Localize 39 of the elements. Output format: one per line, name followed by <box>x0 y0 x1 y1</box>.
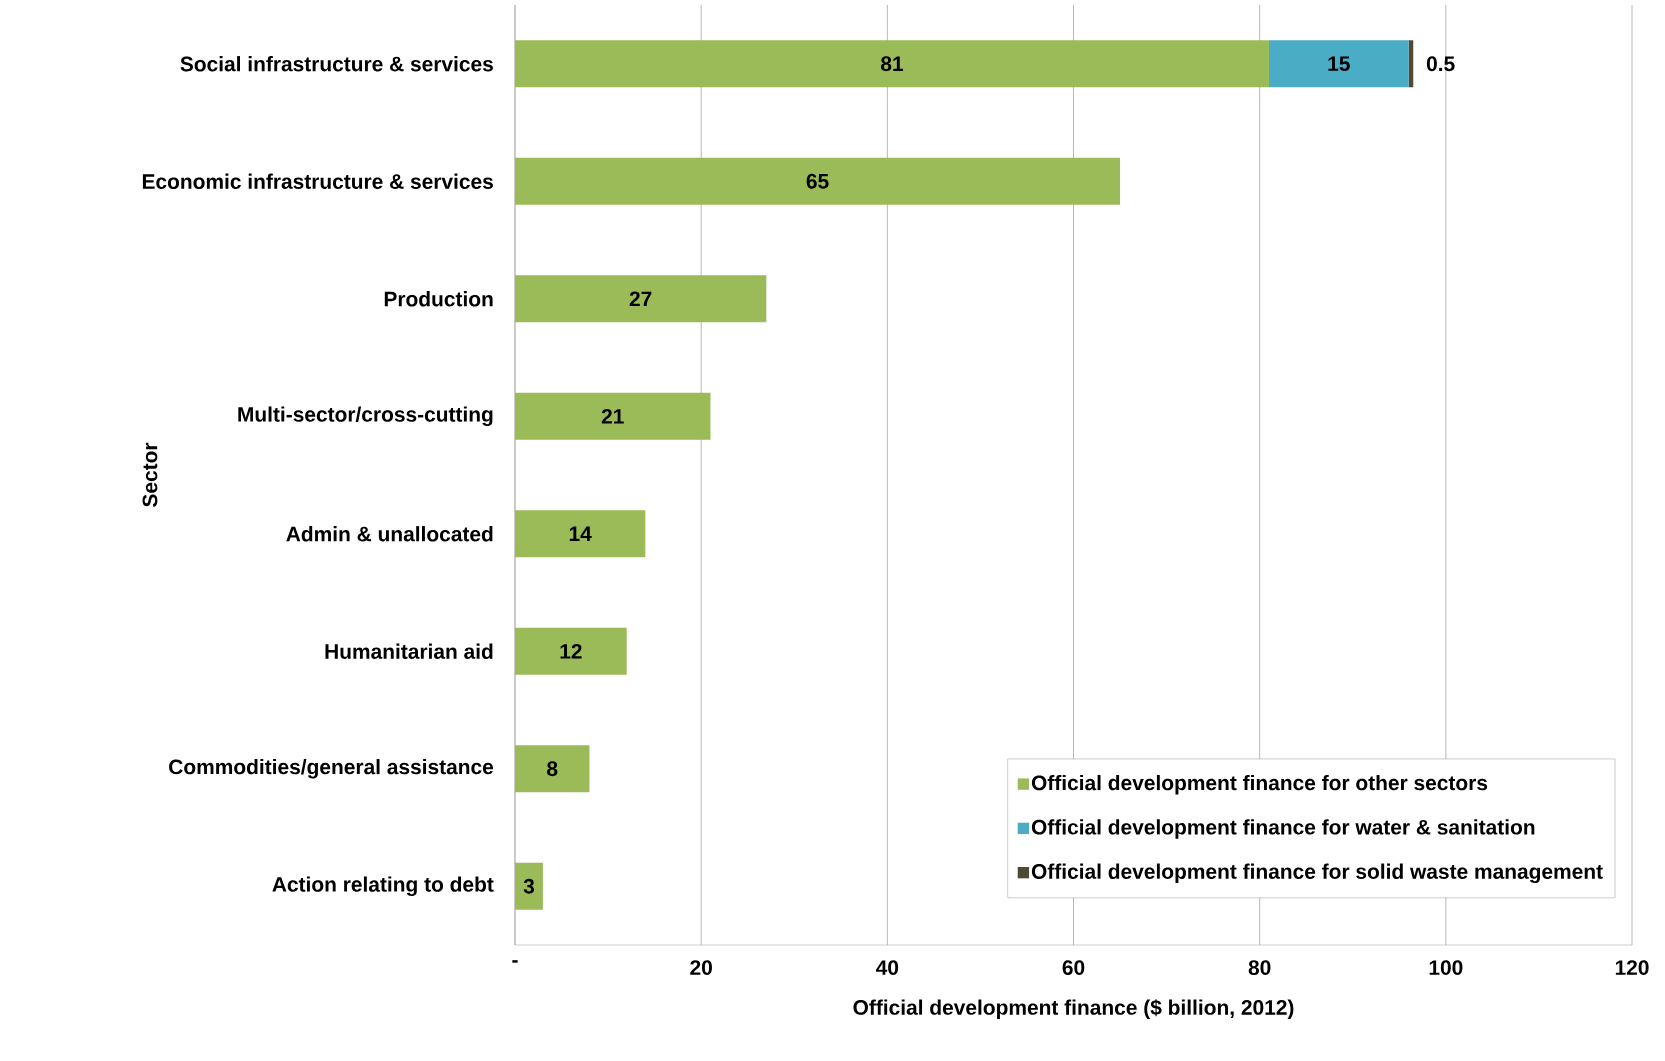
bar <box>515 40 1269 88</box>
bar <box>515 392 711 440</box>
x-tick-label: 100 <box>1429 960 1463 975</box>
x-tick-label: 120 <box>1615 960 1649 975</box>
x-tick-label: 60 <box>1062 960 1085 975</box>
data-label: 0.5 <box>1426 56 1455 72</box>
x-tick-label: - <box>512 960 518 963</box>
y-tick-label: Humanitarian aid <box>325 643 493 659</box>
data-label: 3 <box>523 878 535 894</box>
bar <box>515 157 1121 205</box>
data-label: 14 <box>569 526 592 541</box>
y-axis-title: Sector <box>142 442 158 507</box>
y-tick-label: Commodities/general assistance <box>169 758 494 779</box>
legend-label: Official development finance for other sectors <box>1031 774 1488 795</box>
x-axis-title: Official development finance ($ billion, 2012) <box>853 999 1294 1020</box>
y-tick-label: Multi-sector/cross-cutting <box>238 406 493 427</box>
x-tick-label: 80 <box>1248 960 1271 975</box>
y-tick-label: Production <box>384 291 493 307</box>
legend-label: Official development finance for solid waste management <box>1031 863 1603 884</box>
bar <box>1268 40 1409 88</box>
data-label: 81 <box>881 56 904 72</box>
x-tick-label: 40 <box>876 960 899 975</box>
legend-label: Official development finance for water & sanitation <box>1031 819 1535 839</box>
bar <box>515 745 590 793</box>
x-tick-label: 20 <box>690 960 712 975</box>
y-tick-label: Admin & unallocated <box>286 526 493 542</box>
data-label: 27 <box>629 291 652 307</box>
y-tick-label: Economic infrastructure & services <box>142 173 493 189</box>
y-tick-label: Social infrastructure & services <box>180 56 493 72</box>
data-label: 21 <box>601 408 624 424</box>
data-label: 65 <box>806 173 829 189</box>
data-label: 8 <box>547 761 558 777</box>
bar <box>515 862 543 910</box>
bar <box>515 510 646 558</box>
data-label: 12 <box>560 643 582 659</box>
data-label: 15 <box>1328 56 1350 72</box>
y-tick-label: Action relating to debt <box>272 876 494 897</box>
bar <box>515 275 767 323</box>
bar <box>515 627 627 675</box>
